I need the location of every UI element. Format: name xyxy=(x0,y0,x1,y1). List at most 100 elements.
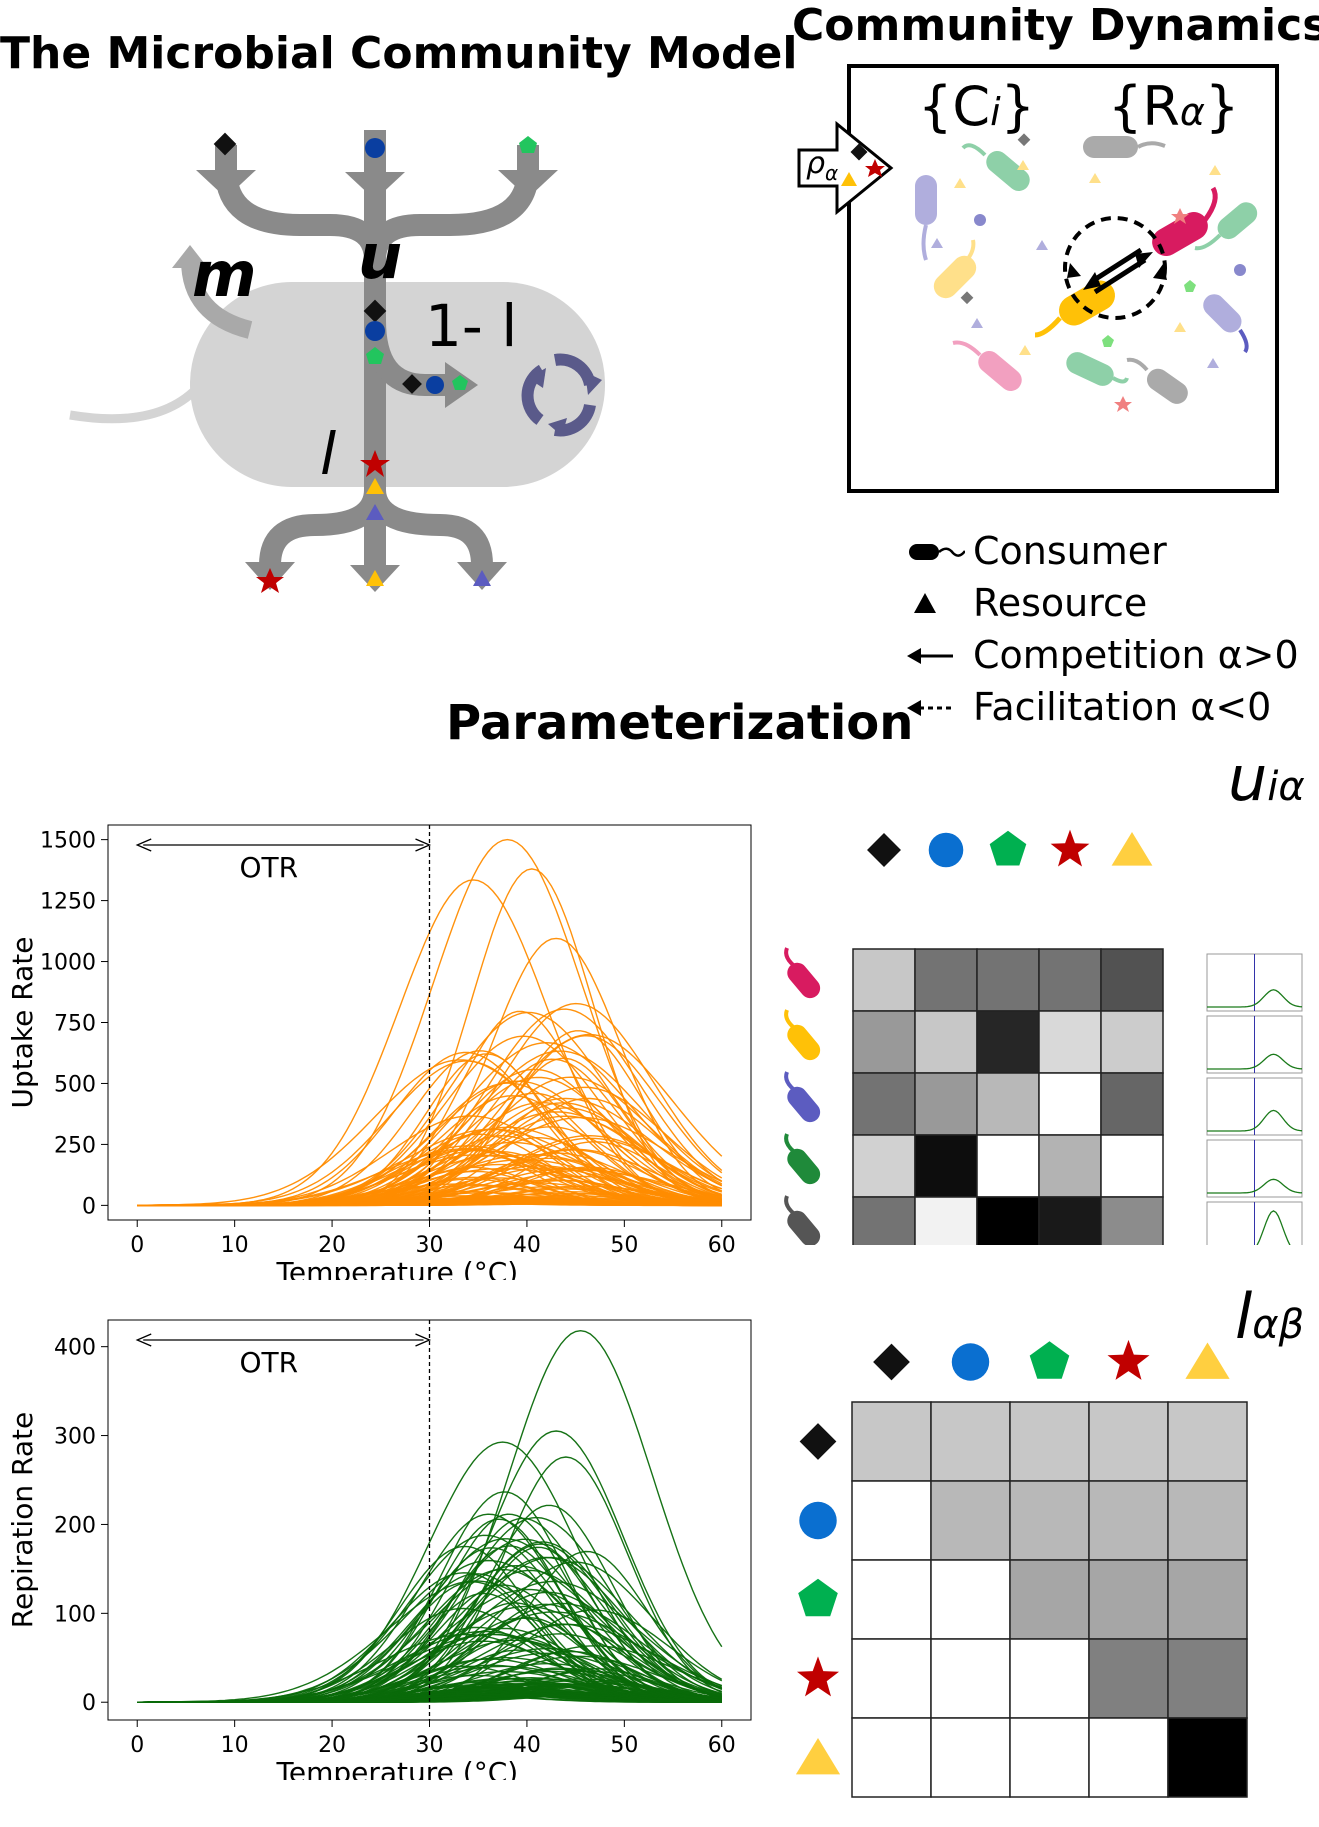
label-l: l xyxy=(320,420,337,488)
l-matrix-cell xyxy=(851,1717,932,1798)
legend-facilitation-label: Facilitation α<0 xyxy=(973,685,1272,729)
u-matrix-cell xyxy=(1100,1072,1164,1136)
u-matrix-cell xyxy=(976,1134,1040,1198)
circle-icon xyxy=(799,1501,837,1540)
legend-resource: Resource xyxy=(905,577,1319,629)
l-matrix-cell xyxy=(851,1638,932,1719)
star-icon xyxy=(1050,829,1090,867)
y-axis-label: Uptake Rate xyxy=(6,937,39,1109)
label-m: m xyxy=(192,238,257,311)
l-matrix-cell xyxy=(1009,1638,1090,1719)
y-tick-label: 100 xyxy=(54,1602,96,1627)
l-matrix-cell xyxy=(930,1401,1011,1482)
legend: Consumer Resource Competition α>0 Facili… xyxy=(905,525,1319,733)
y-tick-label: 1500 xyxy=(40,829,96,854)
l-matrix-cell xyxy=(1088,1559,1169,1640)
u-matrix-label: uiα xyxy=(1228,742,1305,815)
u-matrix-cell xyxy=(1100,1196,1164,1245)
l-matrix-cell xyxy=(1009,1401,1090,1482)
pentagon-icon xyxy=(1029,1341,1070,1379)
legend-resource-label: Resource xyxy=(973,581,1148,625)
respiration-rate-chart: OTR 0 10 20 30 40 50 60 0 100 200 300 400 Temperature… xyxy=(6,1319,752,1780)
consumer-flagellum xyxy=(784,947,799,970)
inset-curve xyxy=(1207,1109,1303,1132)
l-matrix-letter: l xyxy=(1235,1280,1253,1353)
dashed-arrow-icon xyxy=(907,700,953,716)
legend-facilitation: Facilitation α<0 xyxy=(905,681,1319,733)
otr-arrow-right-head xyxy=(415,1333,432,1347)
pentagon-icon xyxy=(798,1578,838,1617)
model-title: The Microbial Community Model xyxy=(0,28,798,79)
legend-competition-label: Competition α>0 xyxy=(973,633,1299,677)
supply-text: ρ xyxy=(806,146,826,181)
l-matrix-cell xyxy=(1167,1401,1248,1482)
u-matrix-cell xyxy=(1100,1010,1164,1074)
resource-set-label: {Rα} xyxy=(1108,75,1239,138)
supply-arrow xyxy=(797,120,894,216)
l-matrix-cell xyxy=(1167,1480,1248,1561)
x-axis-label: Temperature (°C) xyxy=(276,1756,519,1780)
uptake-rate-chart: OTR 0 10 20 30 40 50 60 0 250 500 750 1000 1250 1500 Te… xyxy=(6,824,752,1280)
x-tick-label: 60 xyxy=(708,1233,736,1258)
star-icon xyxy=(797,1656,839,1697)
u-matrix-cell xyxy=(1038,1196,1102,1245)
leakage-matrix xyxy=(795,1339,1248,1798)
x-tick-label: 60 xyxy=(708,1733,736,1758)
community-dynamics-box xyxy=(797,64,1279,493)
x-tick-label: 10 xyxy=(221,1733,249,1758)
u-matrix-cell xyxy=(852,1134,916,1198)
x-tick-label: 0 xyxy=(130,1233,144,1258)
consumer-flagellum xyxy=(784,1071,799,1094)
supply-label: ρα xyxy=(806,146,838,185)
u-matrix-cell xyxy=(976,1010,1040,1074)
dynamics-title: Community Dynamics xyxy=(792,0,1319,51)
resource-set-sub: α xyxy=(1179,90,1205,134)
triangle-icon xyxy=(795,1738,841,1775)
x-tick-label: 0 xyxy=(130,1733,144,1758)
l-matrix-cell xyxy=(1088,1401,1169,1482)
consumer-cells xyxy=(915,136,1258,404)
uptake-matrix xyxy=(784,829,1303,1245)
u-matrix-letter: u xyxy=(1228,742,1268,815)
x-tick-label: 50 xyxy=(610,1233,638,1258)
u-matrix-cell xyxy=(914,1196,978,1245)
u-matrix-cell xyxy=(852,1072,916,1136)
legend-consumer-label: Consumer xyxy=(973,529,1167,573)
u-matrix-cell xyxy=(976,948,1040,1012)
l-matrix-cell xyxy=(930,1559,1011,1640)
y-tick-label: 0 xyxy=(82,1691,96,1716)
star-icon xyxy=(1107,1339,1150,1380)
u-matrix-cell xyxy=(852,1196,916,1245)
consumer-icon xyxy=(787,962,821,999)
x-tick-label: 40 xyxy=(513,1733,541,1758)
otr-label: OTR xyxy=(239,851,298,884)
y-tick-label: 750 xyxy=(54,1012,96,1037)
l-matrix-cell xyxy=(1088,1717,1169,1798)
otr-arrow-left-head xyxy=(135,1333,152,1347)
y-tick-label: 400 xyxy=(54,1336,96,1361)
y-axis-label: Repiration Rate xyxy=(6,1412,39,1628)
inset-curve xyxy=(1207,1178,1303,1194)
l-matrix-cell xyxy=(930,1638,1011,1719)
l-matrix-cell xyxy=(851,1559,932,1640)
u-matrix-cell xyxy=(914,1010,978,1074)
y-tick-label: 500 xyxy=(54,1072,96,1097)
diamond-icon xyxy=(867,833,901,867)
x-tick-label: 30 xyxy=(416,1733,444,1758)
u-matrix-cell xyxy=(1100,1134,1164,1198)
resource-set-text: {R xyxy=(1108,75,1180,138)
y-tick-label: 1250 xyxy=(40,890,96,915)
l-matrix-cell xyxy=(851,1401,932,1482)
diamond-icon xyxy=(873,1343,910,1381)
l-matrix-sub: αβ xyxy=(1252,1302,1305,1348)
inset-curve xyxy=(1207,1053,1303,1070)
u-matrix-cell xyxy=(976,1196,1040,1245)
consumer-set-text: {C xyxy=(918,75,991,138)
legend-competition: Competition α>0 xyxy=(905,629,1319,681)
l-matrix-cell xyxy=(1009,1480,1090,1561)
response-curve xyxy=(137,1059,722,1206)
label-u: u xyxy=(358,220,403,293)
l-matrix-cell xyxy=(1088,1480,1169,1561)
u-matrix-cell xyxy=(1038,948,1102,1012)
l-matrix-cell xyxy=(1167,1638,1248,1719)
